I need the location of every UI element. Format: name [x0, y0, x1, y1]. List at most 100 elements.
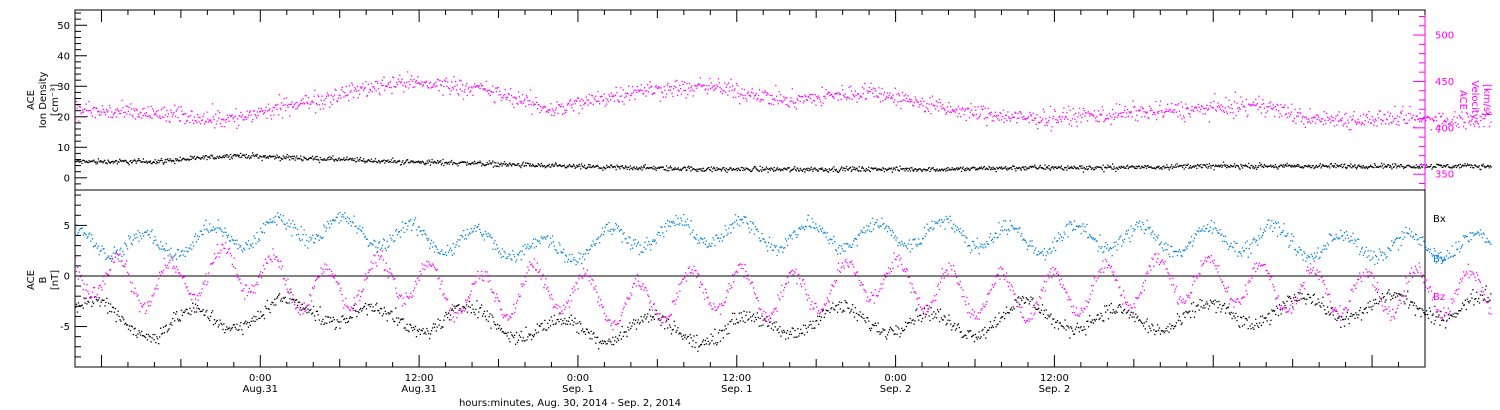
data-point [1242, 105, 1244, 107]
data-point [1379, 110, 1381, 112]
data-point [1340, 120, 1343, 122]
data-point [1471, 165, 1473, 167]
data-point [973, 167, 975, 169]
data-point [1136, 167, 1138, 170]
data-point [527, 162, 529, 165]
data-point [761, 315, 763, 317]
data-point [1384, 113, 1386, 116]
data-point [543, 165, 546, 167]
data-point [106, 163, 108, 165]
data-point [150, 162, 152, 164]
data-point [703, 170, 705, 172]
data-point [201, 119, 203, 121]
data-point [1184, 316, 1186, 318]
data-point [654, 92, 656, 94]
data-point [551, 164, 553, 166]
data-point [123, 116, 126, 118]
data-point [714, 169, 716, 172]
data-point [859, 95, 861, 97]
data-point [295, 108, 297, 110]
data-point [267, 157, 270, 159]
data-point [758, 170, 760, 172]
data-point [1228, 312, 1230, 314]
data-point [75, 306, 77, 308]
data-point [918, 106, 920, 108]
data-point [644, 164, 646, 166]
data-point [271, 301, 273, 303]
data-point [479, 307, 481, 309]
data-point [559, 312, 561, 314]
data-point [446, 313, 448, 315]
data-point [332, 96, 334, 98]
data-point [564, 109, 566, 111]
data-point [529, 163, 532, 165]
data-point [1146, 318, 1148, 320]
data-point [584, 164, 586, 166]
data-point [671, 92, 673, 95]
data-point [433, 83, 436, 85]
data-point [184, 310, 186, 312]
data-point [104, 114, 107, 116]
data-point [1206, 301, 1208, 303]
data-point [504, 164, 506, 166]
data-point [77, 104, 79, 106]
data-point [167, 158, 169, 160]
data-point [590, 102, 592, 104]
data-point [662, 315, 664, 317]
data-point [1281, 308, 1283, 310]
data-point [874, 322, 876, 324]
data-point [1038, 311, 1041, 313]
data-point [667, 318, 670, 320]
data-point [1144, 115, 1146, 118]
data-point [1100, 167, 1103, 169]
data-point [340, 89, 343, 91]
data-point [864, 83, 866, 85]
data-point [838, 92, 840, 94]
data-point [1193, 165, 1195, 167]
data-point [852, 93, 854, 96]
data-point [1200, 163, 1202, 166]
data-point [329, 101, 332, 103]
data-point [1174, 109, 1176, 111]
data-point [1312, 294, 1314, 296]
data-point [582, 331, 585, 333]
data-point [1004, 117, 1006, 120]
data-point [969, 330, 971, 332]
data-point [425, 162, 427, 164]
data-point [705, 88, 707, 90]
data-point [687, 93, 689, 96]
data-point [450, 161, 452, 163]
data-point [1090, 168, 1092, 170]
data-point [806, 169, 808, 171]
data-point [1004, 317, 1006, 320]
data-point [1047, 314, 1049, 316]
data-point [1355, 168, 1358, 170]
data-point [129, 330, 132, 332]
data-point [1070, 120, 1072, 122]
data-point [1075, 112, 1077, 114]
data-point [799, 333, 801, 335]
data-point [1205, 303, 1207, 305]
data-point [1429, 118, 1432, 121]
data-point [491, 314, 493, 316]
data-point [1084, 168, 1086, 170]
data-point [1107, 117, 1109, 119]
data-point [644, 90, 646, 92]
data-point [543, 165, 545, 167]
data-point [1147, 331, 1149, 334]
data-point [1161, 330, 1163, 332]
data-point [886, 92, 889, 94]
data-point [290, 103, 292, 105]
data-point [1005, 306, 1008, 308]
data-point [378, 160, 380, 163]
data-point [1027, 167, 1030, 169]
data-point [1370, 164, 1372, 166]
data-point [705, 343, 707, 345]
data-point [310, 103, 312, 105]
data-point [1006, 169, 1008, 171]
data-point [1170, 111, 1172, 113]
data-point [802, 332, 804, 334]
data-point [599, 341, 601, 344]
data-point [549, 109, 551, 111]
data-point [777, 169, 779, 171]
